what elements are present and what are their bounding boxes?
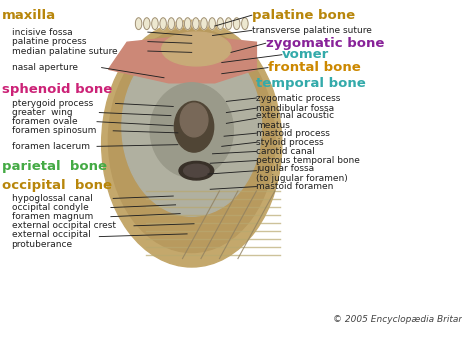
Ellipse shape [217, 18, 224, 30]
Ellipse shape [179, 162, 213, 180]
Ellipse shape [168, 18, 175, 30]
Ellipse shape [184, 18, 191, 30]
Ellipse shape [174, 101, 213, 152]
Ellipse shape [242, 18, 248, 30]
Text: pterygoid process: pterygoid process [12, 99, 93, 108]
Text: external occipital
protuberance: external occipital protuberance [12, 230, 90, 249]
Text: foramen lacerum: foramen lacerum [12, 142, 90, 151]
Ellipse shape [162, 32, 231, 66]
Ellipse shape [152, 18, 158, 30]
Text: external acoustic
meatus: external acoustic meatus [256, 111, 334, 130]
Text: foramen ovale: foramen ovale [12, 117, 77, 126]
Text: transverse palatine suture: transverse palatine suture [252, 26, 371, 35]
Text: external occipital crest: external occipital crest [12, 221, 116, 230]
Text: temporal bone: temporal bone [256, 77, 366, 90]
Text: foramen spinosum: foramen spinosum [12, 126, 96, 135]
Text: sphenoid bone: sphenoid bone [2, 83, 113, 96]
Text: incisive fossa: incisive fossa [12, 28, 72, 37]
Text: mandibular fossa: mandibular fossa [256, 104, 334, 113]
Text: palatine bone: palatine bone [252, 9, 355, 22]
Ellipse shape [102, 20, 282, 267]
Text: petrous temporal bone: petrous temporal bone [256, 156, 360, 165]
Polygon shape [109, 35, 256, 83]
Text: hypoglossal canal: hypoglossal canal [12, 194, 92, 203]
Ellipse shape [109, 28, 275, 252]
Text: carotid canal: carotid canal [256, 147, 315, 156]
Text: zygomatic process: zygomatic process [256, 94, 341, 102]
Text: occipital condyle: occipital condyle [12, 203, 88, 212]
Ellipse shape [233, 18, 240, 30]
Text: © 2005 Encyclopædia Britannica, Inc.: © 2005 Encyclopædia Britannica, Inc. [333, 315, 462, 324]
Text: parietal  bone: parietal bone [2, 160, 107, 173]
Text: frontal bone: frontal bone [268, 61, 361, 74]
Ellipse shape [193, 18, 199, 30]
Text: zygomatic bone: zygomatic bone [266, 37, 384, 50]
Text: maxilla: maxilla [2, 9, 56, 22]
Text: nasal aperture: nasal aperture [12, 63, 78, 72]
Text: vomer: vomer [282, 48, 329, 61]
Text: greater  wing: greater wing [12, 108, 72, 117]
Text: mastoid process: mastoid process [256, 129, 330, 138]
Ellipse shape [160, 18, 166, 30]
Text: jugular fossa
(to jugular foramen): jugular fossa (to jugular foramen) [256, 164, 348, 183]
Text: mastoid foramen: mastoid foramen [256, 182, 334, 191]
Ellipse shape [150, 83, 233, 177]
Ellipse shape [144, 18, 150, 30]
Text: median palatine suture: median palatine suture [12, 47, 117, 55]
Ellipse shape [122, 37, 261, 216]
Text: foramen magnum: foramen magnum [12, 212, 93, 221]
Ellipse shape [135, 18, 142, 30]
Ellipse shape [201, 18, 207, 30]
Ellipse shape [176, 18, 182, 30]
Text: styloid process: styloid process [256, 138, 324, 147]
Ellipse shape [180, 103, 208, 137]
Ellipse shape [209, 18, 215, 30]
Text: occipital  bone: occipital bone [2, 179, 112, 192]
Ellipse shape [225, 18, 232, 30]
Ellipse shape [183, 164, 209, 177]
Text: palatine process: palatine process [12, 37, 86, 46]
